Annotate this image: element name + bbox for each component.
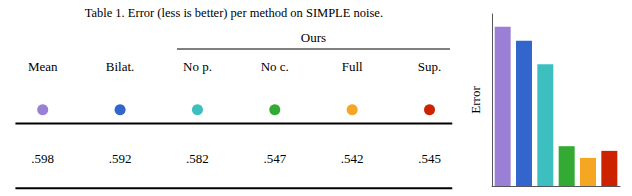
svg-text:Ours: Ours — [301, 30, 326, 45]
svg-text:Error: Error — [468, 86, 483, 114]
svg-text:No p.: No p. — [183, 59, 212, 74]
svg-text:.547: .547 — [263, 151, 286, 166]
svg-text:Bilat.: Bilat. — [106, 59, 135, 74]
svg-text:Mean: Mean — [28, 59, 58, 74]
svg-text:.542: .542 — [341, 151, 364, 166]
svg-text:.545: .545 — [418, 151, 441, 166]
svg-text:.582: .582 — [186, 151, 209, 166]
svg-text:Sup.: Sup. — [418, 59, 441, 74]
svg-text:Table 1. Error (less is better: Table 1. Error (less is better) per meth… — [85, 6, 383, 20]
svg-text:.592: .592 — [109, 151, 132, 166]
svg-text:.598: .598 — [31, 151, 54, 166]
svg-text:No c.: No c. — [261, 59, 289, 74]
svg-text:Full: Full — [342, 59, 363, 74]
